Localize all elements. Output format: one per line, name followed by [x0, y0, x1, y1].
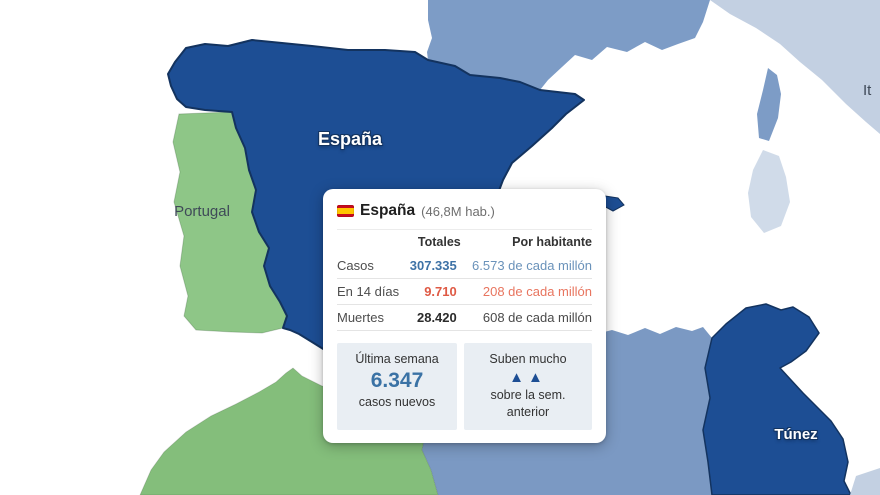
row-label: Muertes	[337, 304, 405, 331]
corsica-region[interactable]	[757, 68, 781, 141]
last-week-stat-box: Última semana 6.347 casos nuevos	[337, 343, 457, 431]
table-row-casos: Casos 307.335 6.573 de cada millón	[337, 253, 592, 279]
france-region[interactable]	[427, 0, 710, 90]
table-row-14-dias: En 14 días 9.710 208 de cada millón	[337, 278, 592, 305]
last-week-value: 6.347	[370, 368, 424, 392]
row-per-capita: 6.573 de cada millón	[472, 258, 592, 273]
country-stats-tooltip: España (46,8M hab.) Totales Por habitant…	[323, 189, 606, 444]
row-total: 9.710	[404, 278, 461, 305]
header-empty	[337, 230, 405, 254]
tooltip-country-name: España	[360, 202, 416, 219]
row-label: Casos	[337, 258, 374, 273]
trend-stat-box: Suben mucho ▲▲ sobre la sem. anterior	[464, 343, 592, 431]
table-row-muertes: Muertes 28.420 608 de cada millón	[337, 304, 592, 331]
sardinia-region[interactable]	[748, 150, 790, 233]
header-totals: Totales	[417, 235, 461, 249]
tooltip-population: (46,8M hab.)	[421, 203, 495, 219]
libya-corner-region[interactable]	[850, 468, 880, 495]
last-week-sub: casos nuevos	[358, 395, 436, 410]
tooltip-stat-boxes: Última semana 6.347 casos nuevos Suben m…	[337, 343, 592, 431]
row-label: En 14 días	[337, 278, 405, 305]
covid-stats-table: Totales Por habitante Casos 307.335 6.57…	[337, 229, 592, 331]
trend-label: Suben mucho	[489, 352, 567, 366]
row-per-capita: 608 de cada millón	[460, 304, 592, 331]
trend-up-arrows-icon: ▲▲	[509, 368, 547, 386]
tooltip-title-row: España (46,8M hab.)	[337, 202, 592, 220]
italy-region[interactable]	[710, 0, 880, 134]
row-total: 307.335	[409, 258, 457, 273]
trend-sub: sobre la sem. anterior	[490, 388, 566, 420]
table-header-row: Totales Por habitante	[337, 230, 592, 254]
tunisia-region[interactable]	[702, 303, 852, 495]
row-total: 28.420	[404, 304, 461, 331]
header-per-capita: Por habitante	[512, 235, 592, 249]
row-per-capita: 208 de cada millón	[460, 278, 592, 305]
spain-flag-icon	[337, 205, 354, 217]
last-week-label: Última semana	[355, 352, 439, 366]
